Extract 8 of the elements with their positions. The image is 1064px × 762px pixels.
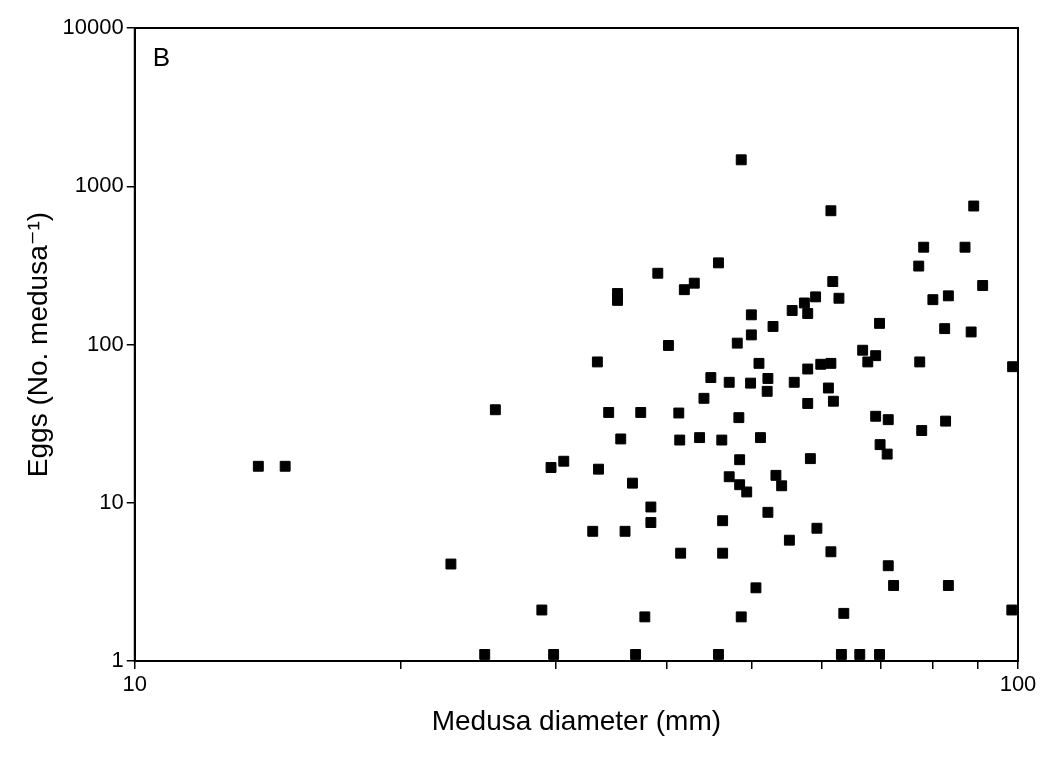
y-tick-label: 1	[111, 647, 124, 673]
x-axis-title: Medusa diameter (mm)	[431, 704, 722, 736]
annotation: B	[152, 42, 171, 73]
y-tick-label: 10000	[62, 14, 124, 40]
y-tick-label: 100	[87, 330, 124, 356]
y-tick-label: 10	[99, 488, 124, 514]
y-tick-label: 1000	[74, 172, 124, 198]
y-axis-title: Eggs (No. medusa⁻¹)	[21, 211, 53, 478]
